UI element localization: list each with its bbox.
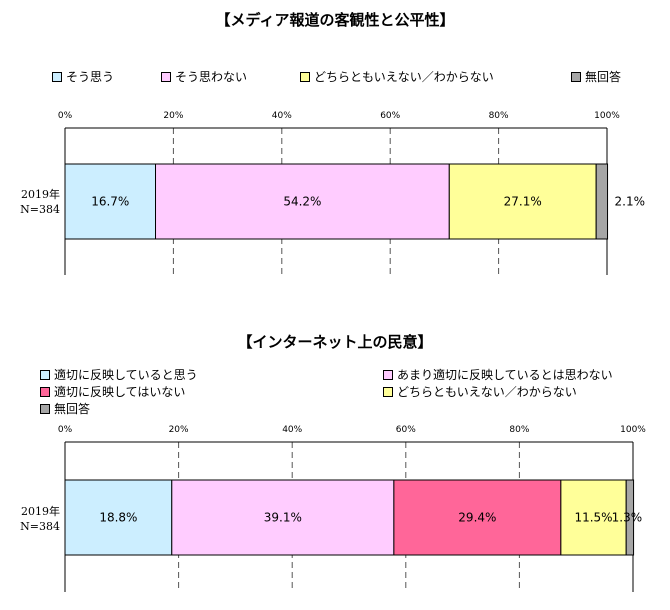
legend-swatch [40,387,50,397]
legend-swatch [571,72,581,82]
data-label: 27.1% [504,195,542,209]
chart-title: 【インターネット上の民意】 [237,333,433,351]
legend-label: 無回答 [585,70,622,84]
tick-label: 80% [489,111,509,121]
tick-label: 40% [282,425,302,435]
legend-label: 適切に反映していると思う [54,368,198,382]
legend-swatch [383,387,393,397]
bar-segment [625,479,635,556]
bar-segment [155,163,450,240]
tick-label: 20% [169,425,189,435]
tick-label: 60% [396,425,416,435]
bar-segment [393,479,562,556]
category-label-n: N=384 [20,203,60,216]
legend-label: どちらともいえない／わからない [314,70,494,84]
bar-segment [448,163,597,240]
legend-item: どちらともいえない／わからない [383,385,577,399]
legend-item: そう思わない [161,70,247,84]
data-label: 54.2% [283,195,321,209]
tick-label: 60% [380,111,400,121]
tick-label: 100% [594,111,620,121]
legend-item: 無回答 [40,402,90,416]
legend-label: 適切に反映してはいない [54,385,186,399]
legend-swatch [52,72,62,82]
category-label: 2019年 N=384 [0,504,60,534]
data-label: 29.4% [458,511,496,525]
data-label: 16.7% [91,195,129,209]
legend-swatch [383,370,393,380]
legend-item: 無回答 [571,70,621,84]
tick-label: 80% [509,425,529,435]
tick-label: 0% [58,425,73,435]
legend-label: そう思わない [175,70,248,84]
legend-swatch [40,404,50,414]
category-label-year: 2019年 [21,505,60,518]
bar-segment [64,479,173,556]
data-label: 1.3% [612,511,643,525]
chart-title: 【メディア報道の客観性と公平性】 [215,11,455,29]
tick-label: 100% [620,425,646,435]
data-label: 2.1% [615,195,646,209]
legend-swatch [161,72,171,82]
legend-item: どちらともいえない／わからない [300,70,494,84]
legend-label: 無回答 [54,402,91,416]
data-label: 18.8% [99,511,137,525]
legend-swatch [40,370,50,380]
bar-segment [171,479,395,556]
tick-label: 0% [58,111,73,121]
legend-swatch [300,72,310,82]
category-label-n: N=384 [20,520,60,533]
category-label: 2019年 N=384 [0,187,60,217]
legend-label: あまり適切に反映しているとは思わない [397,368,613,382]
legend-item: あまり適切に反映しているとは思わない [383,368,613,382]
data-label: 11.5% [574,511,612,525]
tick-label: 20% [163,111,183,121]
category-label-year: 2019年 [21,188,60,201]
bar-segment [595,163,609,240]
legend-item: 適切に反映してはいない [40,385,185,399]
legend-label: どちらともいえない／わからない [397,385,577,399]
legend-label: そう思う [66,70,115,84]
data-label: 39.1% [264,511,302,525]
tick-label: 40% [272,111,292,121]
legend-item: 適切に反映していると思う [40,368,198,382]
legend-item: そう思う [52,70,114,84]
